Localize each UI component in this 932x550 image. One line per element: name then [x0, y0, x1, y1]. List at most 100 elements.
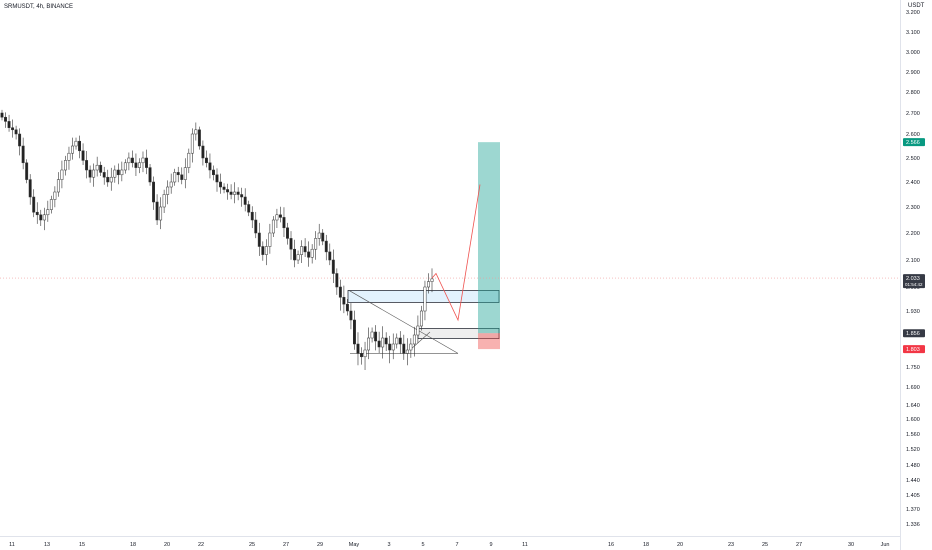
candles-layer: [0, 109, 434, 370]
candle: [25, 159, 29, 184]
position-stop-zone[interactable]: [478, 333, 500, 350]
triangle-breakout-line[interactable]: [409, 331, 431, 351]
candle-body: [71, 145, 74, 154]
candle: [215, 168, 219, 192]
candle: [127, 152, 131, 171]
candle-body: [92, 169, 96, 178]
candle-body: [229, 191, 233, 195]
candle: [282, 207, 286, 238]
candle-body: [32, 196, 36, 213]
candle-body: [63, 160, 67, 171]
candle: [88, 165, 92, 183]
candle: [208, 153, 212, 179]
candle-body: [349, 310, 353, 321]
projected-path[interactable]: [431, 184, 481, 322]
candle: [166, 180, 170, 205]
candle: [0, 109, 4, 121]
candle-body: [187, 152, 191, 168]
candle-body: [233, 191, 237, 195]
candle: [67, 146, 71, 170]
candle: [391, 333, 395, 360]
zone-box[interactable]: [347, 290, 500, 303]
candle: [85, 151, 89, 179]
candle: [116, 163, 120, 185]
candle: [106, 169, 110, 187]
candle-body: [381, 337, 385, 348]
price-tick-label: 1.560: [906, 432, 920, 438]
candle: [349, 303, 353, 330]
candle-body: [402, 343, 406, 354]
candle: [409, 338, 413, 358]
candle-body: [11, 127, 15, 131]
candle-body: [173, 172, 177, 183]
price-label-bg: [903, 329, 925, 338]
price-tick-label: 2.700: [906, 111, 920, 117]
candle: [384, 332, 388, 352]
candle: [261, 241, 265, 261]
candle-body: [113, 169, 117, 178]
candle-body: [293, 248, 296, 261]
candle-body: [197, 129, 201, 147]
candle: [78, 135, 81, 159]
candle-body: [35, 211, 39, 216]
time-axis: 11 13 15 18 20 22 25 27 29 May 3 5 7 9 11 16 18 20 23 25 27 3…: [9, 542, 889, 548]
candle-body: [106, 176, 110, 183]
time-tick-label: 25: [249, 542, 255, 548]
time-tick-label: 18: [130, 542, 136, 548]
candle-body: [405, 349, 409, 354]
candle-body: [141, 157, 145, 164]
time-tick-label: 20: [677, 542, 683, 548]
candle-body: [278, 214, 282, 218]
price-tick-label: 1.480: [906, 463, 920, 469]
candle-body: [314, 238, 318, 250]
candle: [423, 280, 427, 321]
candle: [7, 114, 11, 132]
position-target-zone[interactable]: [478, 142, 500, 334]
candle-body: [78, 140, 81, 152]
candle: [173, 168, 177, 186]
candle-body: [374, 331, 378, 342]
candle: [183, 158, 187, 189]
candle-body: [243, 196, 247, 205]
candle: [148, 164, 152, 186]
time-tick-label: 7: [455, 542, 458, 548]
candle-body: [360, 353, 363, 358]
candle-body: [7, 121, 11, 128]
triangle-upper-line[interactable]: [348, 290, 459, 354]
candle-body: [109, 176, 113, 183]
candle-body: [88, 169, 92, 178]
candle-body: [102, 172, 106, 178]
candle: [360, 347, 363, 365]
candle-body: [56, 179, 60, 193]
candle: [49, 195, 53, 214]
candle: [169, 173, 173, 194]
candle-body: [85, 160, 89, 171]
candle-body: [208, 162, 212, 171]
price-label-bg: [903, 345, 925, 354]
candle: [317, 223, 321, 246]
candle-body: [0, 112, 4, 118]
time-tick-label: 27: [796, 542, 802, 548]
candle: [180, 167, 184, 185]
candle: [324, 234, 328, 261]
candle: [243, 188, 247, 212]
candle-body: [254, 219, 258, 234]
candle: [35, 202, 39, 224]
candle: [102, 166, 106, 185]
candle: [314, 231, 318, 260]
candle-body: [307, 251, 311, 258]
candle-body: [353, 319, 356, 345]
candle: [412, 326, 416, 357]
candle: [363, 341, 367, 370]
candle: [427, 273, 430, 294]
candle: [240, 187, 244, 207]
candle-body: [395, 337, 399, 345]
candle-body: [289, 238, 293, 250]
candle-body: [300, 246, 304, 255]
candle: [145, 149, 148, 175]
candle-body: [176, 172, 180, 176]
candle-body: [201, 145, 205, 159]
candle-body: [42, 214, 46, 221]
candle-body: [159, 206, 163, 221]
